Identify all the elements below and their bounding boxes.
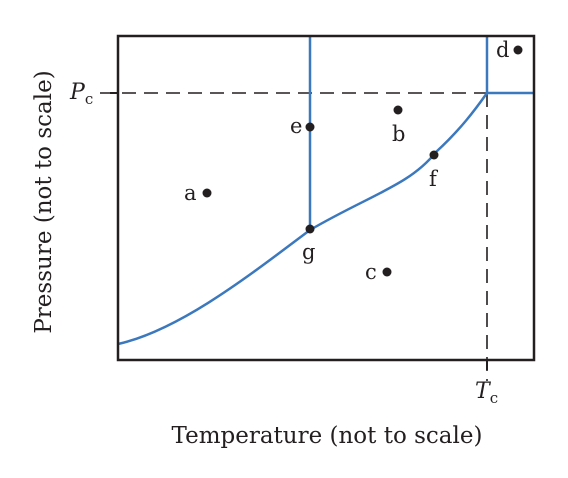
point-c-marker (382, 267, 392, 277)
point-f-marker (429, 150, 439, 160)
point-b-label: b (392, 122, 405, 146)
point-a-label: a (184, 181, 197, 205)
point-e-marker (305, 122, 315, 132)
point-a-marker (202, 188, 212, 198)
critical-temperature-label: Tc (475, 379, 498, 407)
point-e-label: e (290, 114, 302, 138)
point-d-label: d (496, 38, 509, 62)
critical-pressure-label: Pc (69, 80, 93, 108)
vaporization-curve (117, 92, 489, 346)
point-b-marker (393, 105, 403, 115)
plot-frame (116, 34, 536, 362)
x-axis-title: Temperature (not to scale) (172, 423, 483, 449)
point-f-label: f (429, 167, 439, 191)
point-d-marker (513, 45, 523, 55)
point-c-label: c (365, 260, 377, 284)
y-axis-title: Pressure (not to scale) (31, 70, 57, 333)
point-g-marker (305, 224, 315, 234)
point-g-label: g (302, 240, 315, 264)
